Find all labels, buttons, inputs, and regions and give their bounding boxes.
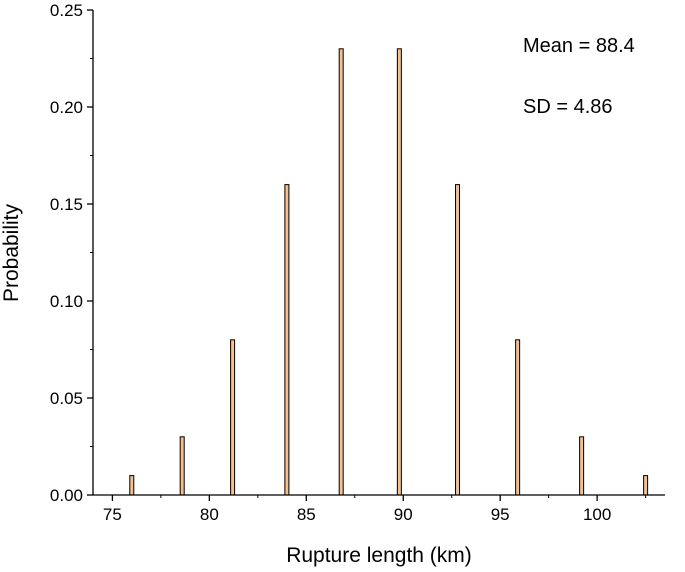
y-tick-label: 0.25: [50, 1, 83, 20]
bar: [284, 184, 290, 496]
y-tick-label: 0.10: [50, 292, 83, 311]
bar: [643, 475, 649, 496]
bar: [455, 184, 461, 496]
bar: [515, 339, 521, 496]
y-tick-label: 0.15: [50, 195, 83, 214]
x-axis-title: Rupture length (km): [286, 544, 472, 567]
x-tick-label: 95: [491, 505, 510, 524]
x-tick-label: 75: [103, 505, 122, 524]
bar: [129, 475, 135, 496]
bar: [179, 436, 185, 496]
x-tick-label: 85: [297, 505, 316, 524]
bar: [579, 436, 585, 496]
x-tick-label: 90: [394, 505, 413, 524]
y-tick-label: 0.20: [50, 98, 83, 117]
y-tick-label: 0.00: [50, 486, 83, 505]
x-tick-label: 100: [583, 505, 611, 524]
x-tick-label: 80: [200, 505, 219, 524]
y-tick-label: 0.05: [50, 389, 83, 408]
bar: [396, 48, 402, 496]
bar: [230, 339, 236, 496]
x-ticks: 75 80 85 90 95 100: [103, 495, 647, 524]
bars: [129, 48, 649, 496]
bar: [338, 48, 344, 496]
y-axis-title: Probability: [0, 203, 23, 302]
y-ticks: 0.00 0.05 0.10 0.15 0.20 0.25: [50, 1, 93, 505]
mean-annotation: Mean = 88.4: [523, 35, 635, 57]
sd-annotation: SD = 4.86: [523, 96, 613, 118]
